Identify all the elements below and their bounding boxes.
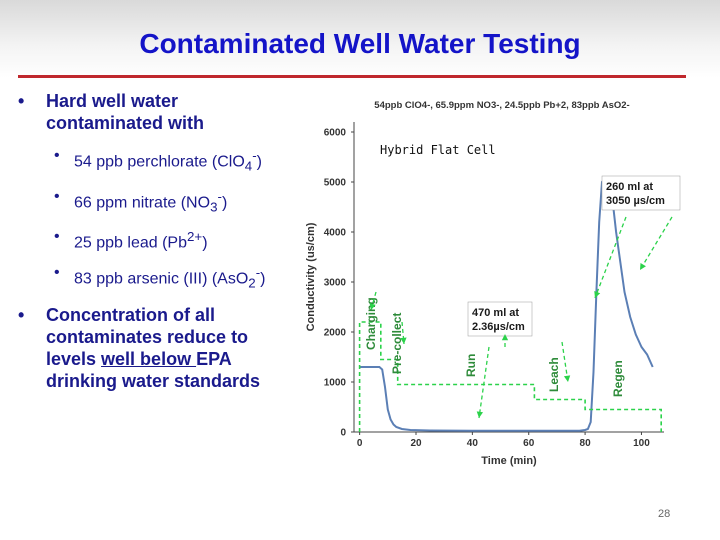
sub-bullet-lead: • 25 ppb lead (Pb2+) (18, 227, 298, 253)
superscript: - (252, 148, 257, 163)
title-underline (18, 75, 686, 78)
bullet-dot: • (54, 264, 60, 282)
sub-bullet-text: 25 ppb lead (Pb (74, 234, 187, 252)
x-tick-label: 40 (467, 438, 479, 449)
y-tick-label: 2000 (324, 328, 347, 339)
bullet-text: Hard well water contaminated with (46, 91, 205, 133)
annotation-text: 3050 µs/cm (606, 195, 665, 207)
annotation-arrow (594, 216, 627, 299)
bullet-dot: • (18, 304, 25, 325)
slide-title: Contaminated Well Water Testing (139, 28, 581, 59)
bullet-concentration: • Concentration of all contaminates redu… (18, 304, 298, 392)
arrowhead (594, 291, 601, 298)
subscript: 4 (244, 158, 253, 174)
phase-label: Regen (611, 360, 625, 397)
bullet-dot: • (18, 91, 25, 111)
sub-bullet-arsenic: • 83 ppb arsenic (III) (AsO2-) (18, 263, 298, 294)
process-step-series-line (358, 321, 662, 432)
arrowhead (369, 303, 376, 310)
annotation-arrow (639, 216, 673, 271)
superscript: - (255, 265, 261, 281)
sub-bullet-end: ) (202, 234, 208, 252)
arrowhead (400, 337, 407, 344)
x-axis-label: Time (min) (481, 455, 537, 467)
y-tick-label: 0 (340, 428, 346, 439)
sub-bullet-end: ) (260, 270, 266, 288)
chart-background (292, 92, 684, 482)
phase-label: Run (464, 354, 478, 377)
conductivity-chart: 54ppb ClO4-, 65.9ppm NO3-, 24.5ppb Pb+2,… (292, 92, 684, 482)
phase-label: Charging (364, 297, 378, 350)
bullet-hard-water: • Hard well water contaminated with (18, 90, 298, 134)
conductivity-series-line (359, 178, 654, 432)
phase-label: Leach (547, 357, 561, 392)
underlined-text: well below (101, 348, 197, 369)
x-tick-label: 20 (410, 438, 422, 449)
bullet-list: • Hard well water contaminated with • 54… (18, 90, 298, 404)
arrowhead (563, 375, 571, 382)
sub-bullet-nitrate: • 66 ppm nitrate (NO3-) (18, 187, 298, 218)
bullet-dot: • (54, 187, 60, 205)
bullet-text: Concentration of all contaminates reduce… (46, 304, 249, 369)
x-tick-label: 60 (523, 438, 535, 449)
bullet-dot: • (54, 228, 60, 246)
annotation-arrow (401, 321, 405, 345)
sub-bullet-text: 83 ppb arsenic (III) (AsO (74, 270, 249, 288)
sub-bullet-end: ) (221, 193, 228, 211)
annotation-box (467, 301, 533, 337)
arrowhead (640, 263, 646, 270)
title-band (0, 0, 720, 78)
arrowhead (476, 411, 484, 418)
superscript: - (217, 188, 222, 204)
sub-bullet-perchlorate: • 54 ppb perchlorate (ClO4-) (18, 146, 298, 177)
superscript: 2+ (186, 229, 203, 245)
bullet-dot: • (54, 147, 60, 164)
annotation-arrow (478, 346, 490, 419)
chart-title: 54ppb ClO4-, 65.9ppm NO3-, 24.5ppb Pb+2,… (374, 100, 629, 111)
y-axis-label: Conductivity (us/cm) (305, 222, 317, 331)
plot-area: 0 1000 2000 3000 4000 5000 6000 0 20 40 60 80 100 Tim… (305, 122, 681, 467)
annotation-text: 470 ml at (472, 307, 519, 319)
sub-bullet-text: 54 ppb perchlorate (ClO (74, 153, 245, 171)
annotation-text: 2.36µs/cm (472, 321, 525, 333)
annotation-box (601, 175, 681, 211)
bullet-text-end: EPA drinking water standards (46, 348, 261, 391)
sub-bullet-end: ) (256, 153, 262, 171)
annotation-text: 260 ml at (606, 181, 653, 193)
subscript: 3 (210, 199, 218, 215)
x-tick-label: 80 (580, 438, 592, 449)
chart-inner-label: Hybrid Flat Cell (380, 143, 496, 157)
y-tick-label: 3000 (324, 278, 347, 289)
sub-bullet-text: 66 ppm nitrate (NO (74, 193, 211, 211)
phase-label: Pre-collect (390, 313, 404, 374)
subscript: 2 (248, 275, 256, 291)
y-tick-label: 1000 (324, 378, 347, 389)
arrowhead (501, 334, 509, 341)
page-number: 28 (658, 508, 671, 520)
x-tick-label: 0 (357, 438, 363, 449)
y-tick-label: 4000 (324, 228, 347, 239)
x-tick-label: 100 (633, 438, 650, 449)
y-tick-label: 5000 (324, 178, 347, 189)
y-tick-label: 6000 (324, 128, 347, 139)
